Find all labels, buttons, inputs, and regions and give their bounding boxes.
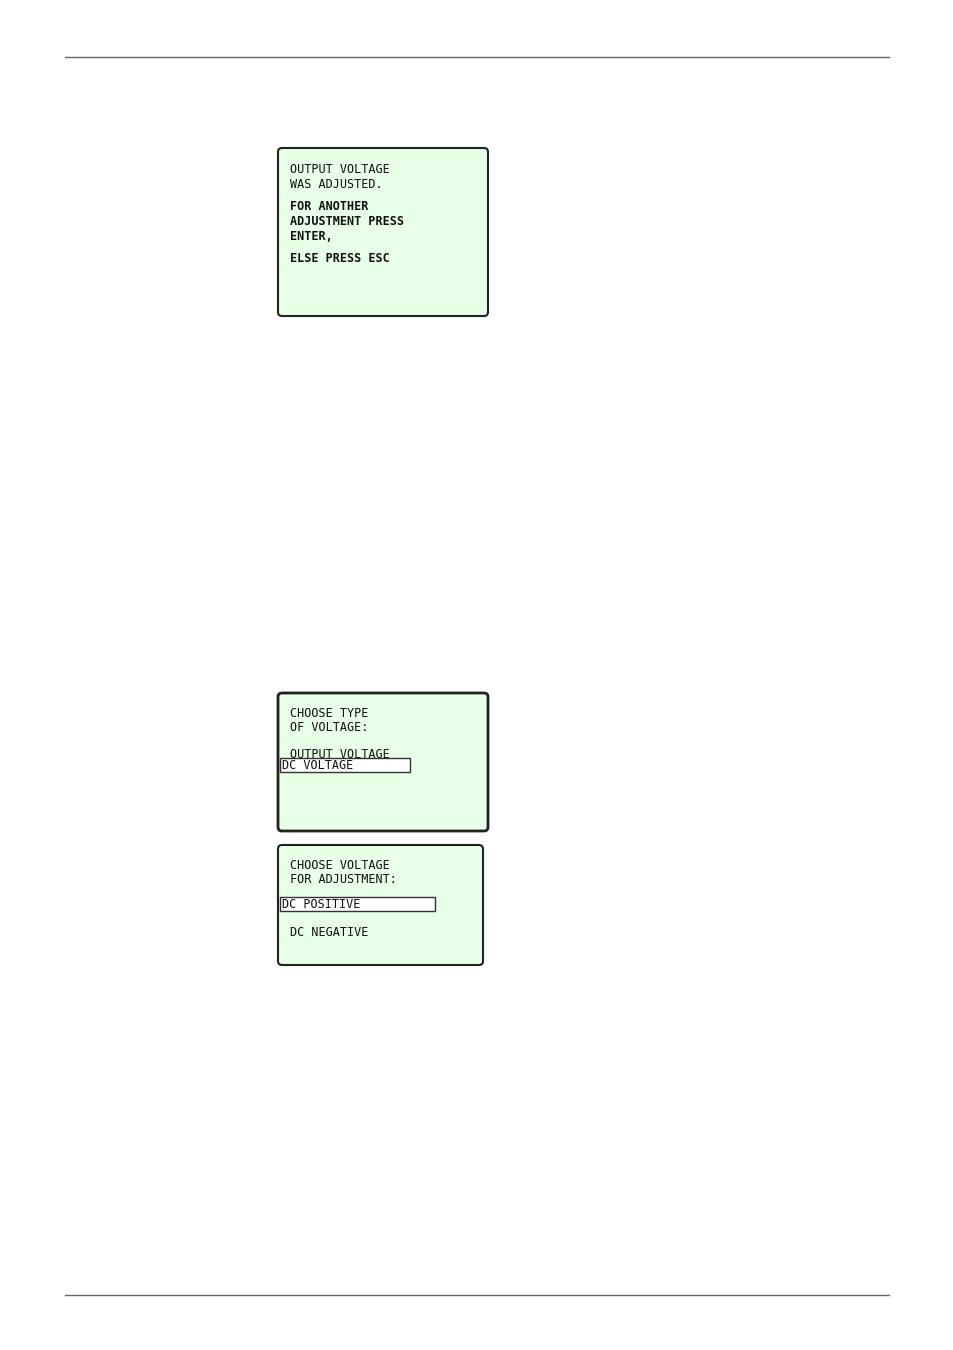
Text: FOR ADJUSTMENT:: FOR ADJUSTMENT: bbox=[290, 873, 396, 886]
FancyBboxPatch shape bbox=[277, 693, 488, 832]
Text: OUTPUT VOLTAGE: OUTPUT VOLTAGE bbox=[290, 163, 390, 176]
Text: CHOOSE TYPE: CHOOSE TYPE bbox=[290, 707, 368, 720]
Text: DC NEGATIVE: DC NEGATIVE bbox=[290, 926, 368, 940]
Text: OF VOLTAGE:: OF VOLTAGE: bbox=[290, 721, 368, 734]
Bar bbox=[280, 896, 435, 911]
FancyBboxPatch shape bbox=[277, 845, 482, 965]
Bar bbox=[280, 757, 410, 772]
Text: CHOOSE VOLTAGE: CHOOSE VOLTAGE bbox=[290, 859, 390, 872]
Text: DC POSITIVE: DC POSITIVE bbox=[282, 898, 360, 911]
Text: DC VOLTAGE: DC VOLTAGE bbox=[282, 759, 353, 772]
Text: OUTPUT VOLTAGE: OUTPUT VOLTAGE bbox=[290, 748, 390, 761]
Text: ENTER,: ENTER, bbox=[290, 230, 333, 243]
FancyBboxPatch shape bbox=[277, 148, 488, 316]
Text: WAS ADJUSTED.: WAS ADJUSTED. bbox=[290, 178, 382, 190]
Text: ADJUSTMENT PRESS: ADJUSTMENT PRESS bbox=[290, 215, 403, 228]
Text: ELSE PRESS ESC: ELSE PRESS ESC bbox=[290, 252, 390, 265]
Text: FOR ANOTHER: FOR ANOTHER bbox=[290, 200, 368, 213]
